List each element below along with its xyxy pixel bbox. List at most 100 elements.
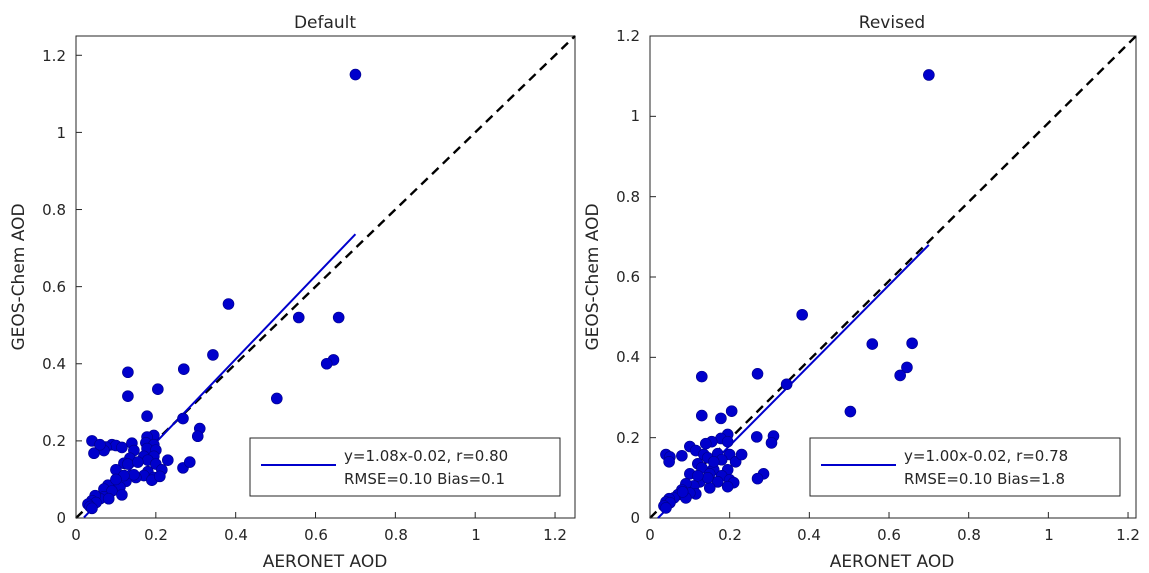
data-point	[102, 492, 115, 505]
data-point	[292, 311, 305, 324]
data-point	[699, 437, 712, 450]
data-point	[86, 502, 98, 515]
legend-stats-text: RMSE=0.10 Bias=0.1	[344, 470, 505, 488]
legend-box	[809, 437, 1121, 497]
chart-title: Default	[294, 13, 356, 33]
data-point	[122, 390, 134, 402]
data-point	[116, 441, 128, 454]
data-point	[751, 368, 764, 380]
one-to-one-line	[75, 35, 576, 519]
y-tick-label: 1.2	[42, 47, 66, 65]
x-tick-label: 0.4	[224, 526, 248, 544]
data-point	[751, 472, 764, 485]
y-axis-label: GEOS-Chem AOD	[583, 203, 603, 350]
data-point	[141, 410, 153, 423]
legend: y=1.00x-0.02, r=0.78 RMSE=0.10 Bias=1.8	[809, 437, 1121, 497]
legend-fit-text: y=1.00x-0.02, r=0.78	[904, 447, 1068, 465]
data-point	[695, 409, 708, 422]
y-tick-label: 0.4	[616, 348, 640, 366]
data-point	[901, 361, 913, 374]
data-point	[332, 311, 345, 324]
data-point	[866, 338, 879, 350]
data-point	[154, 470, 166, 483]
y-tick-label: 0.2	[616, 429, 640, 447]
y-tick-label: 1	[630, 107, 640, 125]
y-tick-label: 0.6	[616, 268, 640, 286]
data-point	[122, 366, 134, 379]
data-point	[128, 469, 140, 481]
data-point	[692, 470, 704, 482]
x-tick-label: 1	[471, 526, 481, 544]
scatter-plot-default: Default 0 0.2 0.4 0.6 0.8 1 1.2 0 0.2 0.…	[9, 13, 576, 572]
y-tick-label: 0.8	[42, 201, 66, 219]
data-point	[765, 437, 778, 449]
legend: y=1.08x-0.02, r=0.80 RMSE=0.10 Bias=0.1	[249, 437, 561, 497]
data-point	[844, 405, 857, 418]
x-tick-label: 1.2	[543, 526, 567, 544]
data-point	[320, 357, 333, 370]
x-tick-label: 0.8	[384, 526, 408, 544]
data-point	[725, 405, 738, 417]
data-point	[152, 383, 164, 396]
y-tick-label: 0.6	[42, 278, 66, 296]
data-points	[658, 69, 935, 514]
data-point	[735, 448, 748, 461]
y-tick-label: 0	[630, 509, 640, 527]
data-point	[721, 435, 734, 448]
x-axis-label: AERONET AOD	[830, 552, 955, 572]
x-tick-label: 0.8	[957, 526, 981, 544]
x-tick-label: 1	[1044, 526, 1054, 544]
x-axis-label: AERONET AOD	[263, 552, 388, 572]
x-tick-label: 0.2	[718, 526, 742, 544]
data-point	[116, 489, 128, 501]
legend-stats-text: RMSE=0.10 Bias=1.8	[904, 470, 1065, 488]
data-point	[270, 392, 283, 405]
legend-box	[249, 437, 561, 497]
data-point	[122, 458, 134, 470]
x-tick-label: 0	[71, 526, 81, 544]
data-point	[660, 502, 672, 514]
data-point	[94, 438, 106, 451]
x-tick-label: 0.4	[797, 526, 821, 544]
axis-ticks	[649, 35, 1129, 519]
legend-fit-text: y=1.08x-0.02, r=0.80	[344, 447, 508, 465]
x-tick-label: 0.6	[304, 526, 328, 544]
data-point	[177, 412, 189, 425]
data-point	[711, 476, 724, 488]
data-point	[177, 363, 190, 375]
data-point	[796, 308, 808, 321]
data-point	[750, 431, 763, 443]
scatter-plot-revised: Revised 0 0.2 0.4 0.6 0.8 1 1.2 0 0.2 0.…	[583, 13, 1140, 572]
y-tick-label: 0.4	[42, 355, 66, 373]
data-point	[162, 454, 174, 466]
data-point	[894, 369, 906, 382]
data-point	[207, 349, 219, 361]
x-tick-label: 0	[645, 526, 655, 544]
data-point	[88, 447, 100, 460]
data-point	[701, 472, 714, 484]
y-tick-label: 0	[56, 509, 66, 527]
one-to-one-line	[649, 35, 1137, 519]
x-tick-label: 0.6	[877, 526, 901, 544]
data-point	[183, 456, 196, 468]
data-points	[82, 68, 362, 515]
y-tick-label: 0.2	[42, 432, 66, 450]
x-tick-label: 1.2	[1116, 526, 1140, 544]
chart-title: Revised	[859, 13, 925, 33]
x-tick-label: 0.2	[144, 526, 168, 544]
data-point	[906, 337, 918, 350]
data-point	[663, 455, 675, 468]
data-point	[349, 68, 362, 81]
data-point	[707, 455, 720, 468]
regression-line	[83, 233, 357, 519]
data-point	[676, 449, 688, 462]
data-point	[715, 412, 727, 425]
y-tick-label: 1	[56, 124, 66, 142]
data-point	[703, 482, 716, 494]
data-point	[191, 430, 204, 443]
axis-ticks	[75, 54, 556, 519]
data-point	[923, 69, 935, 81]
data-point	[222, 298, 235, 310]
data-point	[676, 486, 689, 498]
